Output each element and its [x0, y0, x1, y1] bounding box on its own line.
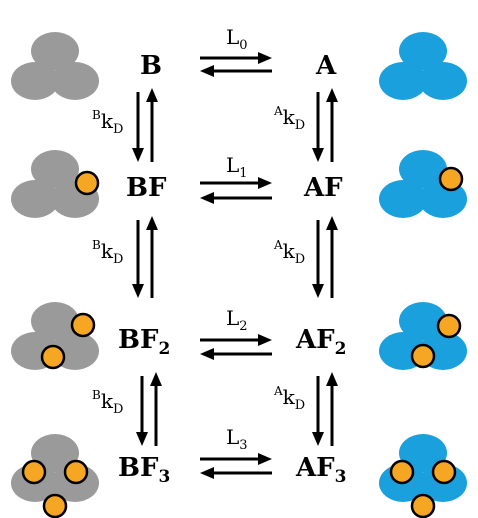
- inactive-trimer-1: [11, 150, 99, 218]
- equilibrium-label-L2: L2: [226, 306, 248, 334]
- equilibrium-arrows-3: [200, 453, 272, 479]
- ligand-icon: [438, 315, 460, 337]
- equilibrium-label-L0: L0: [226, 25, 248, 53]
- ligand-icon: [42, 346, 64, 368]
- ligand-icon: [76, 172, 98, 194]
- state-label-AF: AF: [303, 173, 343, 203]
- rate-label-right-1: AkD: [273, 238, 305, 267]
- vertical-arrows-left-0: [132, 88, 158, 162]
- rate-label-left-2: BkD: [92, 388, 123, 417]
- inactive-trimer-0: [11, 32, 99, 100]
- ligand-icon: [65, 461, 87, 483]
- active-trimer-1: [379, 150, 467, 218]
- equilibrium-label-L3: L3: [226, 425, 248, 453]
- state-label-A: A: [315, 51, 337, 81]
- active-trimer-0: [379, 32, 467, 100]
- ligand-icon: [391, 461, 413, 483]
- row-1: BF L1 AF: [11, 150, 467, 218]
- state-label-BF: BF: [126, 173, 167, 203]
- rate-label-right-2: AkD: [273, 384, 305, 413]
- rate-label-left-0: BkD: [92, 108, 123, 137]
- row-2: BF2 L2 AF2: [11, 302, 467, 370]
- left-vertical-arrows: BkD BkD BkD: [92, 88, 162, 446]
- vertical-arrows-right-0: [312, 88, 338, 162]
- state-label-AF3: AF3: [295, 453, 346, 487]
- ligand-icon: [23, 461, 45, 483]
- ligand-icon: [72, 314, 94, 336]
- vertical-arrows-right-1: [312, 216, 338, 298]
- equilibrium-label-L1: L1: [226, 153, 248, 181]
- row-3: BF3 L3 AF3: [11, 425, 467, 517]
- ligand-icon: [412, 495, 434, 517]
- active-trimer-3: [379, 434, 467, 517]
- row-0: B L0 A: [11, 25, 467, 100]
- vertical-arrows-left-1: [132, 216, 158, 298]
- inactive-trimer-3: [11, 434, 99, 517]
- ligand-icon: [440, 168, 462, 190]
- state-label-AF2: AF2: [295, 325, 346, 359]
- equilibrium-arrows-1: [200, 177, 272, 204]
- rate-label-left-1: BkD: [92, 238, 123, 267]
- right-vertical-arrows: AkD AkD AkD: [273, 88, 338, 446]
- equilibrium-arrows-2: [200, 334, 272, 360]
- rate-label-right-0: AkD: [273, 104, 305, 133]
- ligand-icon: [433, 461, 455, 483]
- state-label-BF2: BF2: [118, 325, 170, 359]
- vertical-arrows-right-2: [312, 372, 338, 446]
- vertical-arrows-left-2: [136, 372, 162, 446]
- state-label-B: B: [140, 51, 162, 81]
- ligand-icon: [412, 345, 434, 367]
- ligand-icon: [44, 495, 66, 517]
- active-trimer-2: [379, 302, 467, 370]
- equilibrium-arrows-0: [200, 52, 272, 77]
- inactive-trimer-2: [11, 302, 99, 370]
- state-label-BF3: BF3: [118, 453, 170, 487]
